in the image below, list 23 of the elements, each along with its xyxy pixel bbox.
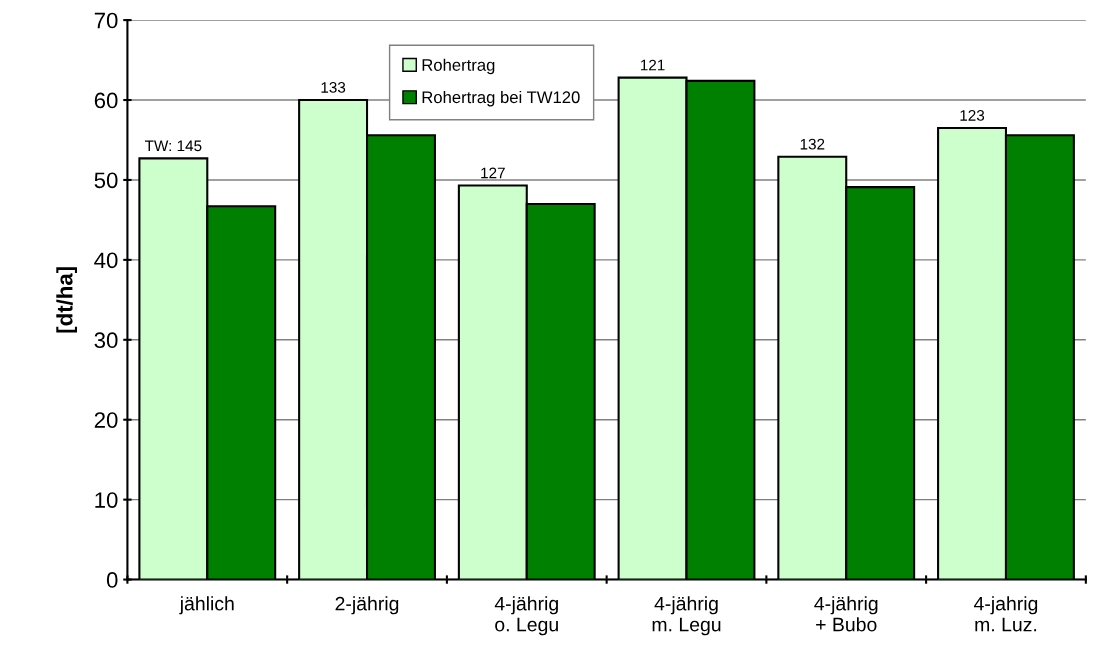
y-tick-label: 0 (106, 572, 118, 588)
x-tick-label: 4-jährig o. Legu (494, 596, 558, 636)
annotation: 133 (321, 82, 346, 93)
legend-label: Rohertrag bei TW120 (422, 90, 580, 107)
y-tick-label: 10 (95, 492, 118, 508)
y-tick-label: 40 (94, 252, 118, 269)
annotation: TW: 145 (144, 140, 202, 152)
annotation: 132 (800, 138, 825, 150)
y-tick-label: 60 (94, 92, 118, 109)
y-tick-label: 70 (94, 12, 118, 29)
legend-label: Rohertrag (422, 58, 495, 75)
x-tick-label: 4-jährig m. Legu (652, 596, 721, 636)
x-tick-label: 4-jährig + Bubo (814, 596, 878, 632)
y-axis-title: [dt/ha] (56, 267, 78, 333)
annotation: 127 (481, 167, 505, 179)
y-tick-label: 20 (94, 412, 118, 428)
x-tick-label: 2-jährig (335, 596, 399, 615)
annotation: 121 (640, 59, 665, 71)
x-tick-label: jählich (179, 596, 234, 615)
y-tick-label: 30 (94, 332, 118, 349)
annotation: 123 (960, 109, 985, 121)
x-tick-label: 4-jahrig m. Luz. (974, 596, 1038, 632)
y-tick-label: 50 (94, 172, 118, 189)
